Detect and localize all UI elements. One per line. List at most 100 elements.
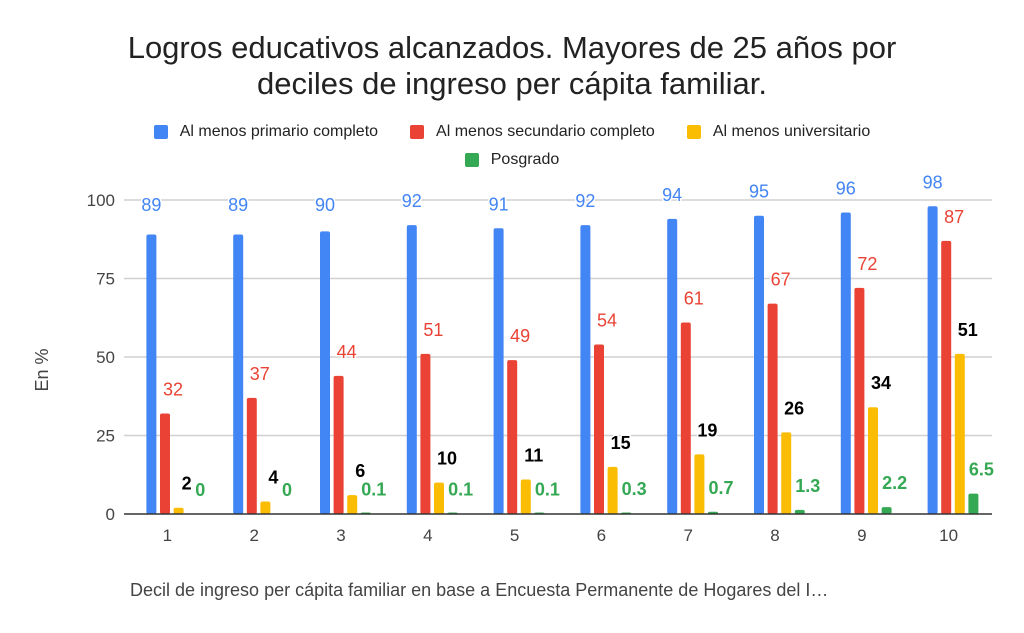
bar-al-menos-universitario	[260, 501, 271, 514]
bar-al-menos-secundario-completo	[854, 287, 865, 514]
data-label: 32	[163, 380, 183, 400]
bar-al-menos-primario-completo	[320, 231, 330, 514]
data-label: 37	[250, 364, 270, 384]
y-tick-label: 100	[87, 191, 115, 210]
legend-label: Al menos primario completo	[179, 123, 379, 140]
x-tick-label: 6	[597, 526, 606, 545]
data-label: 11	[524, 445, 543, 465]
data-label: 96	[836, 179, 856, 199]
legend-swatch	[410, 125, 425, 139]
x-tick-label: 3	[336, 526, 345, 545]
data-label: 6	[355, 461, 365, 481]
bar-al-menos-secundario-completo	[680, 322, 691, 514]
data-label: 44	[337, 342, 357, 362]
data-label: 67	[771, 270, 791, 290]
chart-title-line-2: deciles de ingreso per cápita familiar.	[256, 66, 768, 101]
data-label: 94	[662, 185, 682, 205]
legend-item-posgrado[interactable]: Posgrado	[464, 151, 560, 169]
bar-al-menos-primario-completo	[754, 215, 764, 514]
bar-posgrado	[968, 493, 979, 514]
data-label: 1.3	[795, 476, 820, 496]
data-label: 90	[315, 195, 335, 215]
bar-al-menos-primario-completo	[840, 212, 851, 514]
data-label: 19	[697, 420, 717, 440]
data-label: 72	[857, 254, 877, 274]
x-tick-label: 10	[939, 526, 958, 545]
x-axis-title: Decil de ingreso per cápita familiar en …	[130, 580, 829, 600]
bar-al-menos-universitario	[173, 507, 184, 514]
bar-al-menos-universitario	[868, 407, 878, 514]
data-label: 0.7	[708, 478, 733, 498]
x-tick-label: 2	[249, 526, 258, 545]
bar-al-menos-secundario-completo	[941, 240, 952, 514]
data-label: 0.1	[361, 480, 386, 500]
bar-al-menos-secundario-completo	[246, 397, 257, 514]
data-label: 92	[402, 191, 422, 211]
data-label: 0	[195, 480, 205, 500]
x-tick-label: 4	[423, 526, 432, 545]
data-label: 26	[784, 398, 804, 418]
data-label: 87	[944, 207, 964, 227]
y-tick-label: 0	[106, 505, 115, 524]
bar-al-menos-universitario	[520, 479, 531, 514]
x-tick-label: 1	[163, 526, 172, 545]
bar-al-menos-universitario	[434, 482, 444, 514]
legend: Al menos primario completo Al menos secu…	[0, 118, 1024, 174]
data-label: 2	[182, 474, 192, 494]
data-label: 0.1	[448, 480, 473, 500]
bar-al-menos-primario-completo	[146, 234, 157, 515]
legend-item-primario[interactable]: Al menos primario completo	[153, 123, 379, 141]
bar-posgrado	[794, 509, 805, 514]
bar-al-menos-primario-completo	[233, 234, 244, 515]
bar-al-menos-secundario-completo	[160, 413, 170, 514]
data-label: 98	[923, 172, 943, 192]
data-label: 92	[575, 191, 595, 211]
data-label: 54	[597, 310, 617, 330]
bar-al-menos-secundario-completo	[507, 360, 518, 514]
data-label: 51	[423, 320, 443, 340]
data-label: 0.3	[622, 479, 647, 499]
x-tick-label: 8	[770, 526, 779, 545]
legend-label: Posgrado	[490, 151, 560, 168]
data-label: 89	[228, 195, 248, 215]
data-label: 91	[489, 194, 509, 214]
y-axis-title: En %	[32, 348, 52, 391]
bar-al-menos-primario-completo	[667, 218, 678, 514]
bar-al-menos-primario-completo	[927, 206, 938, 514]
data-label: 61	[684, 288, 704, 308]
chart-title-line-1: Logros educativos alcanzados. Mayores de…	[127, 30, 897, 65]
data-label: 51	[958, 320, 978, 340]
bar-al-menos-universitario	[694, 454, 705, 514]
x-tick-label: 7	[683, 526, 692, 545]
bar-al-menos-universitario	[607, 466, 618, 514]
bar-al-menos-secundario-completo	[594, 344, 604, 514]
bar-al-menos-universitario	[781, 432, 792, 514]
data-label: 10	[437, 449, 457, 469]
bar-al-menos-universitario	[347, 495, 358, 514]
data-label: 0.1	[535, 480, 560, 500]
bar-al-menos-primario-completo	[406, 225, 417, 514]
chart-title: Logros educativos alcanzados. Mayores de…	[0, 30, 1024, 102]
legend-swatch	[686, 125, 701, 139]
bar-al-menos-primario-completo	[580, 225, 591, 514]
bar-al-menos-universitario	[954, 353, 965, 514]
legend-swatch	[464, 153, 479, 167]
y-tick-label: 75	[96, 270, 115, 289]
data-label: 89	[141, 195, 161, 215]
legend-item-universitario[interactable]: Al menos universitario	[686, 123, 871, 141]
bar-al-menos-secundario-completo	[333, 375, 344, 514]
data-label: 34	[871, 373, 891, 393]
legend-swatch	[153, 125, 168, 139]
bar-al-menos-primario-completo	[493, 228, 504, 514]
legend-label: Al menos universitario	[712, 123, 871, 140]
legend-item-secundario[interactable]: Al menos secundario completo	[410, 123, 655, 141]
bar-al-menos-secundario-completo	[420, 353, 431, 514]
data-label: 0	[282, 480, 292, 500]
data-label: 95	[749, 182, 769, 202]
data-label: 49	[510, 326, 530, 346]
bar-posgrado	[881, 507, 892, 514]
data-label: 4	[268, 467, 278, 487]
data-label: 6.5	[969, 460, 994, 480]
y-tick-label: 50	[96, 348, 115, 367]
